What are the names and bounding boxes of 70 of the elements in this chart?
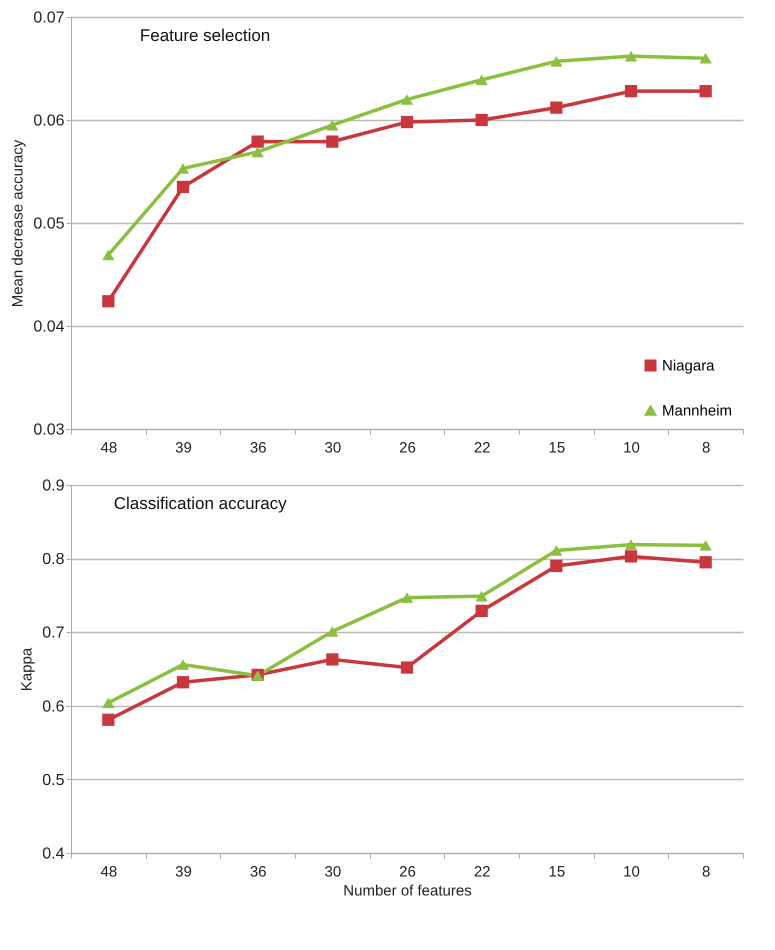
x-tick-label: 22	[474, 440, 491, 456]
x-tick-label: 22	[474, 864, 491, 880]
point	[176, 163, 190, 174]
legend-label: Niagara	[662, 358, 716, 374]
x-tick-label: 39	[175, 440, 192, 456]
point	[252, 146, 264, 158]
x-tick-label: 26	[399, 440, 416, 456]
x-tick-label: 10	[623, 440, 640, 456]
point	[624, 550, 638, 563]
x-tick-label: 26	[399, 864, 416, 880]
x-tick-label: 30	[324, 864, 342, 880]
point	[252, 136, 264, 148]
text: Feature selection	[140, 26, 270, 45]
point	[176, 676, 190, 688]
point	[400, 661, 414, 674]
point	[550, 545, 562, 556]
x-tick-label: 30	[324, 440, 342, 456]
x-tick-label: 48	[100, 440, 118, 456]
point	[476, 74, 488, 86]
y-tick-label: 0.8	[42, 551, 65, 568]
text: Classification accuracy	[114, 494, 288, 513]
y-tick-label: 0.06	[33, 112, 65, 130]
point	[700, 556, 712, 568]
point	[700, 540, 712, 551]
point	[624, 50, 638, 62]
point	[550, 56, 562, 67]
point	[550, 560, 562, 572]
y-tick-label: 0.6	[42, 698, 65, 716]
point	[624, 539, 638, 550]
x-tick-label: 48	[100, 864, 118, 880]
y-tick-label: 0.03	[33, 422, 65, 438]
y-tick-label: 0.5	[42, 772, 65, 789]
point	[176, 659, 190, 670]
y-tick-label: 0.9	[42, 478, 65, 494]
point	[102, 250, 114, 260]
x-axis-title: Number of features	[343, 882, 472, 900]
y-tick-label: 0.07	[33, 10, 65, 26]
point	[102, 698, 114, 708]
point	[102, 295, 114, 308]
x-tick-label: 39	[175, 864, 192, 880]
point	[326, 653, 338, 666]
point	[476, 114, 488, 126]
point	[700, 52, 712, 64]
point	[400, 116, 414, 128]
point	[550, 102, 562, 114]
y-tick-label: 0.04	[33, 318, 65, 336]
point	[476, 604, 488, 617]
point	[102, 714, 114, 726]
x-tick-label: 36	[250, 440, 267, 456]
x-tick-label: 8	[702, 864, 710, 880]
legend-label: Mannheim	[662, 402, 732, 420]
point	[176, 180, 190, 194]
x-tick-label: 8	[702, 440, 710, 456]
point	[400, 94, 414, 105]
y-axis-title: Kappa	[18, 647, 36, 692]
x-tick-label: 36	[250, 864, 267, 880]
point	[326, 626, 338, 637]
x-tick-label: 15	[548, 440, 566, 456]
point	[476, 590, 488, 602]
y-axis-title: Mean decrease accuracy	[9, 139, 26, 308]
y-tick-label: 0.05	[33, 216, 65, 232]
y-tick-label: 0.7	[42, 624, 65, 642]
point	[326, 136, 338, 148]
y-tick-label: 0.4	[42, 846, 65, 862]
point	[700, 85, 712, 98]
x-tick-label: 10	[623, 864, 640, 880]
x-tick-label: 15	[548, 864, 566, 880]
point	[326, 120, 338, 130]
point	[624, 85, 638, 98]
point	[400, 592, 414, 603]
